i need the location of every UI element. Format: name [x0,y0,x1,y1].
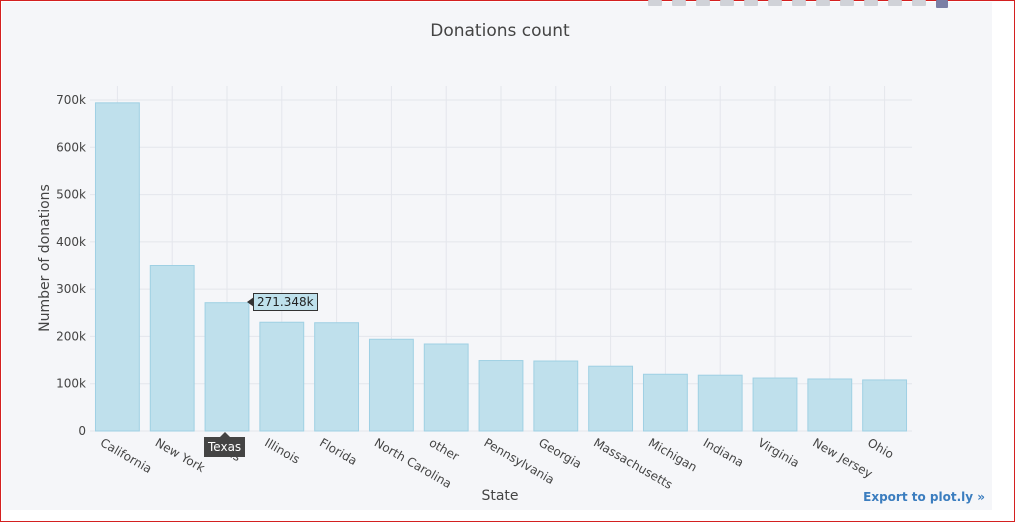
zoom-icon[interactable] [672,0,686,6]
bar-georgia[interactable] [533,360,579,432]
bar-virginia[interactable] [752,377,798,432]
y-tick-label: 100k [56,377,86,391]
y-tick-label: 400k [56,235,86,249]
y-tick-label: 200k [56,329,86,343]
lasso-icon[interactable] [744,0,758,6]
x-tick-label: Virginia [756,435,802,470]
plotly-logo-icon[interactable] [936,0,948,8]
hover-category-tooltip: Texas [204,432,246,457]
x-tick-label: New Jersey [810,435,875,480]
y-tick-label: 700k [56,93,86,107]
camera-icon[interactable] [648,0,662,6]
chart-title: Donations count [430,21,570,41]
hover-value-tooltip: 271.348k [247,293,318,311]
x-axis-label: State [481,488,518,504]
bar-north-carolina[interactable] [368,338,414,432]
export-link[interactable]: Export to plot.ly » [863,490,985,504]
y-tick-label: 300k [56,282,86,296]
y-tick-label: 600k [56,140,86,154]
x-tick-label: New York [153,435,208,475]
x-tick-label: other [427,435,462,463]
x-tick-label: Georgia [536,435,584,471]
bar-michigan[interactable] [642,373,688,432]
bar-florida[interactable] [314,322,360,432]
pan-icon[interactable] [696,0,710,6]
spike-lines-icon[interactable] [864,0,878,6]
right-margin [992,2,1013,520]
bar-texas[interactable] [204,302,250,432]
bars [94,102,908,432]
bar-new-york[interactable] [149,265,195,432]
bar-new-jersey[interactable] [807,378,853,432]
bar-ohio[interactable] [862,379,908,432]
y-axis-label: Number of donations [37,184,53,332]
x-tick-label: Florida [317,435,359,468]
hover-compare-icon[interactable] [912,0,926,6]
box-select-icon[interactable] [720,0,734,6]
y-tick-labels: 0 100k 200k 300k 400k 500k 600k 700k [56,93,86,438]
x-tick-label: Indiana [701,435,746,469]
bar-california[interactable] [94,102,140,432]
x-tick-label: California [98,435,154,476]
reset-axes-icon[interactable] [840,0,854,6]
autoscale-icon[interactable] [816,0,830,6]
y-tick-label: 0 [78,424,86,438]
bottom-margin [2,510,992,520]
hover-closest-icon[interactable] [888,0,902,6]
y-tick-label: 500k [56,188,86,202]
bar-indiana[interactable] [697,374,743,432]
zoom-in-icon[interactable] [768,0,782,6]
modebar [648,0,948,8]
bar-illinois[interactable] [259,321,305,432]
zoom-out-icon[interactable] [792,0,806,6]
x-tick-label: Illinois [262,435,302,466]
x-tick-label: Ohio [865,435,896,461]
bar-massachusetts[interactable] [588,365,634,432]
bar-other[interactable] [423,343,469,432]
bar-pennsylvania[interactable] [478,360,524,432]
